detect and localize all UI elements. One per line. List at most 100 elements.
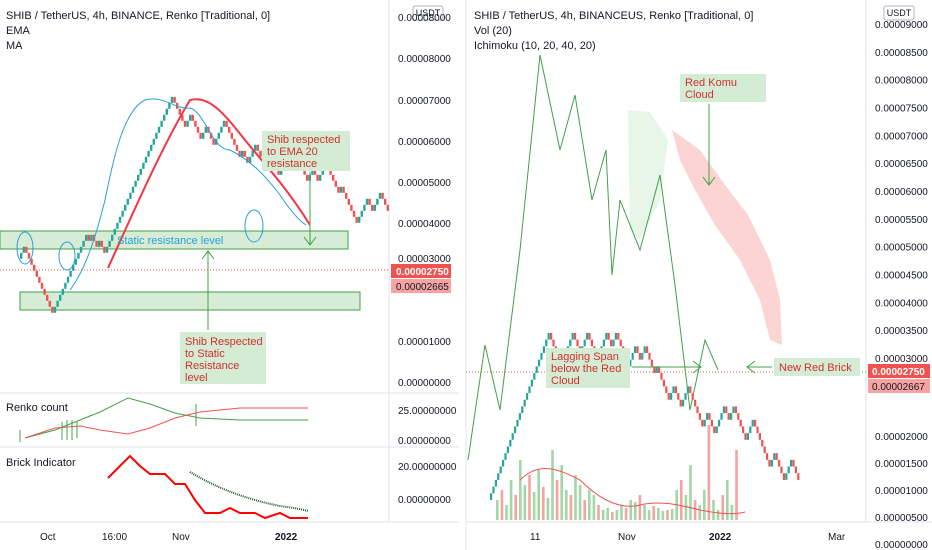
volume-bar [629,500,632,520]
volume-ma-line [519,467,746,515]
renko-brick-down [638,352,641,360]
brick-indicator-green [189,471,309,512]
renko-brick-down [617,332,620,340]
volume-bar [542,487,545,520]
renko-brick-down [756,426,759,434]
touch-circle-3 [244,209,264,243]
note-static-text: Shib Respected to Static Resistance leve… [185,336,266,384]
renko-brick-up [545,339,548,347]
right-price-axis-label: 0.00008000 [875,76,928,87]
renko-brick-up [64,282,67,289]
volume-bar [647,510,651,520]
touch-circle-1 [16,231,34,265]
renko-brick-up [583,339,586,347]
volume-bar [532,492,536,520]
red-komu-cloud [672,130,782,345]
right-indicator-vol[interactable]: Vol (20) [474,25,512,37]
volume-bar [684,495,688,520]
renko-brick-down [35,270,38,277]
renko-brick-up [160,120,163,127]
renko-brick-up [134,180,137,187]
renko-brick-up [373,204,376,211]
renko-brick-up [129,192,132,199]
renko-brick-down [238,150,241,157]
renko-brick-down [766,453,769,460]
volume-bar [574,475,577,520]
renko-brick-up [79,246,83,253]
volume-bar [519,460,522,520]
renko-brick-up [506,446,509,454]
renko-brick-up [703,419,706,427]
renko-brick-up [116,222,119,229]
green-cloud [628,110,668,240]
renko-brick-up [137,174,140,181]
svg-text:0.00002665: 0.00002665 [396,282,449,293]
renko-brick-down [345,192,348,199]
renko-brick-down [737,413,740,420]
right-price-axis: 0.00009000 0.00008500 0.00008000 0.00007500… [875,20,928,550]
volume-bar [712,500,715,520]
renko-brick-up [526,393,529,400]
volume-bar [730,505,734,520]
renko-brick-down [371,204,374,211]
renko-brick-down [665,386,668,394]
renko-brick-down [306,174,309,181]
note-cloud-box [680,74,766,102]
volume-bar [721,495,724,520]
renko-brick-down [742,426,745,434]
right-price-axis-label: 0.00007500 [875,104,928,115]
renko-count-title: Renko count [6,402,68,414]
renko-brick-up [85,234,88,241]
svg-text:0.00000000: 0.00000000 [398,495,451,506]
renko-brick-down [303,168,306,175]
right-currency-badge[interactable] [883,5,915,21]
renko-brick-down [607,332,610,340]
volume-bar [615,510,619,520]
renko-brick-up [280,168,283,175]
volume-bar [638,495,642,520]
renko-brick-down [590,339,593,347]
left-indicator-ma[interactable]: MA [6,40,23,52]
renko-brick-up [722,406,725,414]
volume-bar [588,490,591,520]
right-indicator-ichimoku[interactable]: Ichimoku (10, 20, 40, 20) [474,40,596,52]
renko-brick-up [241,150,244,157]
right-price-axis-label: 0.00007000 [875,131,928,142]
renko-brick-up [655,366,658,374]
left-price-tag-prev [391,279,451,293]
renko-brick-up [155,132,158,139]
renko-brick-up [168,102,171,109]
renko-brick-down [181,114,184,121]
renko-brick-down [576,339,579,347]
volume-bar [528,475,531,520]
renko-brick-down [337,186,340,193]
left-currency-badge[interactable] [412,5,444,21]
renko-brick-up [528,386,531,394]
renko-count-ticks [19,404,197,442]
volume-bar [661,511,665,520]
renko-brick-down [27,252,31,259]
renko-brick-up [170,96,174,103]
brick-indicator-title: Brick Indicator [6,457,76,469]
renko-brick-down [277,168,280,175]
renko-brick-up [69,270,72,277]
renko-brick-down [352,210,356,217]
renko-brick-up [497,473,500,480]
note-brick-text: New Red Brick [779,362,852,374]
volume-bar [611,512,614,520]
ema-line [69,98,307,291]
renko-brick-up [749,426,752,434]
renko-brick-down [763,446,766,454]
left-indicator-ema[interactable]: EMA [6,25,31,37]
volume-bar [680,480,683,520]
renko-brick-up [521,406,524,414]
svg-text:0.00003000: 0.00003000 [398,254,451,265]
renko-brick-down [610,339,613,347]
renko-brick-up [150,144,153,151]
renko-brick-down [209,132,213,139]
volume-bar [652,506,655,520]
renko-brick-down [246,156,249,163]
right-price-axis-label: 0.00001000 [875,486,928,497]
renko-brick-up [124,204,127,211]
